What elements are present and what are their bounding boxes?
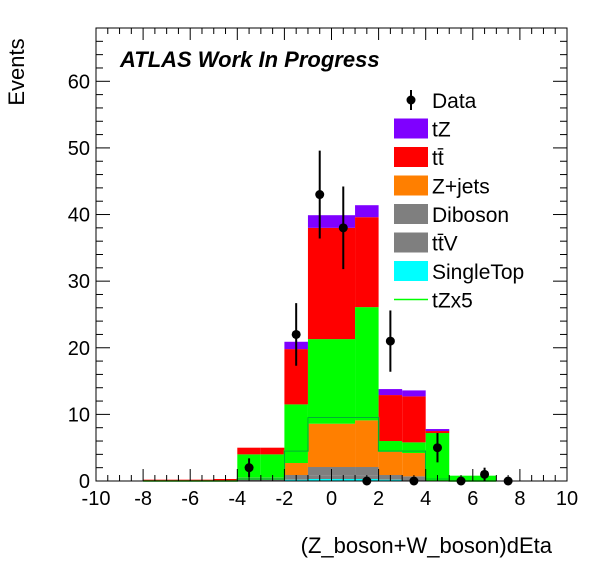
bar-zjets bbox=[378, 451, 403, 476]
stacked-bars bbox=[143, 205, 497, 481]
data-point bbox=[244, 463, 254, 473]
bar-green bbox=[307, 339, 332, 424]
legend-singletop-swatch bbox=[394, 261, 428, 281]
bar-ttbar bbox=[378, 395, 403, 442]
bar-diboson bbox=[307, 467, 332, 476]
legend-data-label: Data bbox=[432, 90, 477, 113]
x-tick-label: -10 bbox=[82, 488, 111, 510]
x-tick-label: -4 bbox=[228, 488, 246, 510]
bar-tz bbox=[402, 390, 426, 397]
legend-zjets-label: Z+jets bbox=[432, 176, 490, 199]
legend-singletop-label: SingleTop bbox=[432, 261, 524, 284]
axes: -10 -8 -6 -4 -2 0 2 4 6 8 10 0 10 20 30 40 50 60 bbox=[68, 27, 578, 510]
bar-zjets bbox=[355, 420, 379, 468]
bar-zjets bbox=[307, 423, 332, 468]
data-point bbox=[480, 469, 490, 479]
bar-diboson bbox=[331, 467, 356, 476]
bar-ttbar bbox=[331, 227, 356, 340]
bar-ttbar bbox=[284, 349, 308, 405]
bar-diboson bbox=[355, 467, 379, 476]
x-tick-label: 6 bbox=[467, 488, 478, 510]
bar-green bbox=[260, 454, 285, 478]
bar-green bbox=[355, 307, 379, 421]
y-tick-label: 30 bbox=[68, 271, 90, 293]
bar-ttbar bbox=[355, 217, 379, 308]
x-axis-title: (Z_boson+W_boson)dEta bbox=[301, 533, 553, 558]
legend-diboson-swatch bbox=[394, 204, 428, 224]
bar-green bbox=[331, 339, 356, 424]
y-tick-label: 50 bbox=[68, 138, 90, 160]
bar-ttbar bbox=[307, 227, 332, 340]
bar-tz bbox=[378, 389, 403, 396]
legend-ttv-label: tt̄V bbox=[432, 233, 458, 256]
bar-zjets bbox=[331, 423, 356, 468]
bar-green bbox=[402, 442, 426, 454]
bar-ttbar bbox=[402, 396, 426, 443]
bar-green bbox=[378, 441, 403, 452]
legend: Data tZ tt̄ Z+jets Diboson tt̄V SingleTop tZx5 bbox=[394, 90, 524, 313]
legend-ttbar-swatch bbox=[394, 147, 428, 167]
y-tick-label: 0 bbox=[79, 471, 90, 493]
y-tick-label: 10 bbox=[68, 404, 90, 426]
legend-diboson-label: Diboson bbox=[432, 204, 509, 227]
x-tick-label: 4 bbox=[420, 488, 431, 510]
bar-tz bbox=[355, 205, 379, 218]
atlas-annotation: ATLAS Work In Progress bbox=[119, 47, 380, 72]
x-tick-label: -8 bbox=[134, 488, 152, 510]
x-tick-label: 8 bbox=[514, 488, 525, 510]
y-axis-title: Events bbox=[4, 38, 29, 105]
bar-ttbar bbox=[260, 447, 285, 455]
y-tick-label: 60 bbox=[68, 71, 90, 93]
bar-ttbar bbox=[425, 431, 450, 434]
legend-zjets-swatch bbox=[394, 175, 428, 196]
x-tick-label: 10 bbox=[556, 488, 578, 510]
data-point bbox=[385, 336, 395, 346]
legend-tz-label: tZ bbox=[432, 119, 451, 142]
legend-tz-swatch bbox=[394, 118, 428, 139]
data-point bbox=[432, 443, 442, 453]
x-tick-label: -6 bbox=[181, 488, 199, 510]
bar-ttbar bbox=[237, 447, 261, 455]
bar-tz bbox=[425, 429, 450, 432]
x-tick-label: 0 bbox=[326, 488, 337, 510]
y-tick-label: 40 bbox=[68, 205, 90, 227]
bar-zjets bbox=[284, 463, 308, 476]
data-point bbox=[338, 223, 348, 233]
y-tick-label: 20 bbox=[68, 338, 90, 360]
legend-tzx5-label: tZx5 bbox=[432, 290, 473, 313]
x-tick-label: 2 bbox=[373, 488, 384, 510]
bar-green bbox=[284, 404, 308, 464]
bar-zjets bbox=[402, 453, 426, 477]
data-point bbox=[315, 190, 325, 200]
data-point bbox=[291, 329, 301, 339]
legend-data-marker bbox=[406, 95, 416, 105]
legend-ttbar-label: tt̄ bbox=[432, 147, 444, 170]
legend-ttv-swatch bbox=[394, 232, 428, 253]
x-tick-label: -2 bbox=[276, 488, 294, 510]
